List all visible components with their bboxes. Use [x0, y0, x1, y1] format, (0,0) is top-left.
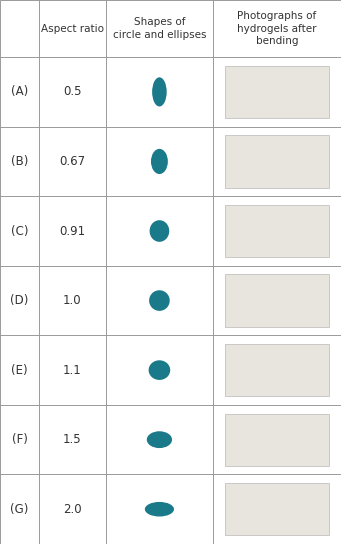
Text: (B): (B) — [11, 155, 28, 168]
Text: (E): (E) — [11, 363, 28, 376]
Bar — [225, 275, 329, 326]
Bar — [225, 135, 329, 188]
Text: 1.0: 1.0 — [63, 294, 82, 307]
Ellipse shape — [150, 220, 169, 242]
Ellipse shape — [152, 77, 167, 107]
Bar — [225, 66, 329, 118]
Ellipse shape — [147, 431, 172, 448]
Text: 1.5: 1.5 — [63, 433, 82, 446]
Text: (G): (G) — [11, 503, 29, 516]
Bar — [225, 344, 329, 396]
Text: Aspect ratio: Aspect ratio — [41, 23, 104, 34]
Text: 0.67: 0.67 — [59, 155, 86, 168]
Text: (C): (C) — [11, 225, 28, 238]
Text: (D): (D) — [11, 294, 29, 307]
Text: 0.91: 0.91 — [59, 225, 86, 238]
Text: (A): (A) — [11, 85, 28, 98]
Text: Shapes of
circle and ellipses: Shapes of circle and ellipses — [113, 17, 206, 40]
Text: 1.1: 1.1 — [63, 363, 82, 376]
Bar — [225, 205, 329, 257]
Text: Photographs of
hydrogels after
bending: Photographs of hydrogels after bending — [237, 11, 317, 46]
Text: 2.0: 2.0 — [63, 503, 82, 516]
Text: (F): (F) — [12, 433, 28, 446]
Text: 0.5: 0.5 — [63, 85, 82, 98]
Ellipse shape — [151, 149, 168, 174]
Ellipse shape — [149, 290, 170, 311]
Ellipse shape — [149, 360, 170, 380]
Bar — [225, 413, 329, 466]
Ellipse shape — [145, 502, 174, 516]
Bar — [225, 483, 329, 535]
